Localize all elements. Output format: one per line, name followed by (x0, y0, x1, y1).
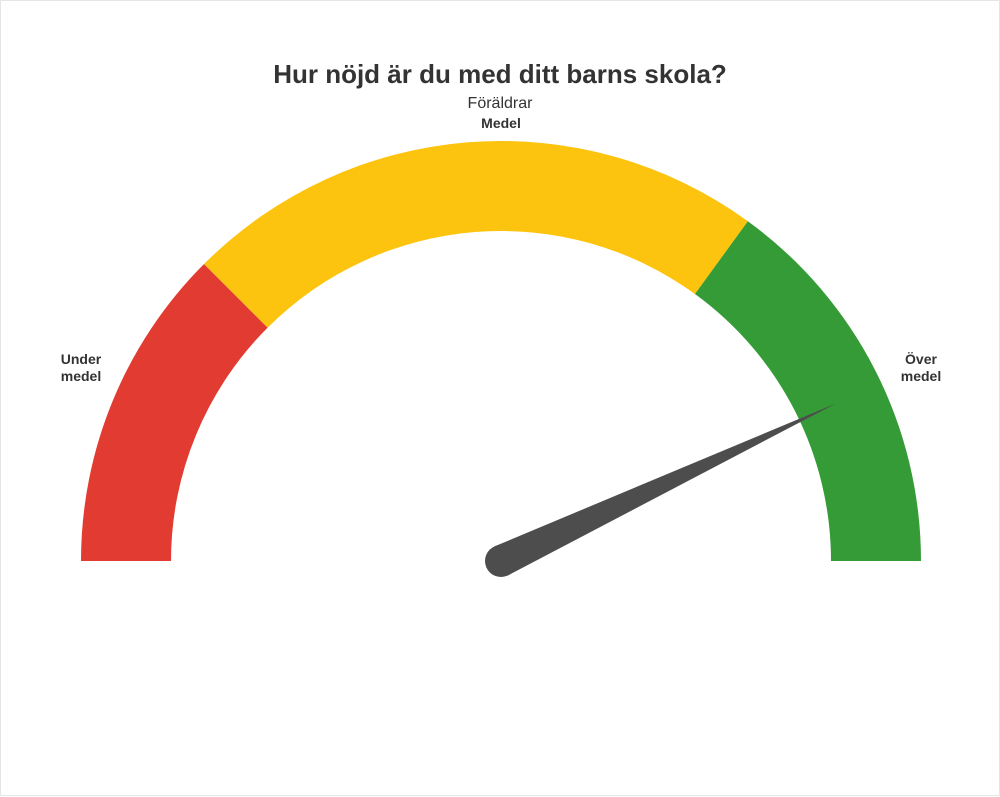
segment-label-medel: Medel (441, 115, 561, 132)
gauge-segment (695, 221, 921, 561)
gauge-segment (81, 264, 268, 561)
gauge-segment (204, 141, 748, 328)
chart-frame: Hur nöjd är du med ditt barns skola? För… (0, 0, 1000, 796)
segment-label-over: Övermedel (861, 351, 981, 385)
segment-label-under: Undermedel (21, 351, 141, 385)
gauge-needle (494, 403, 836, 575)
gauge-needle-hub (485, 545, 517, 577)
